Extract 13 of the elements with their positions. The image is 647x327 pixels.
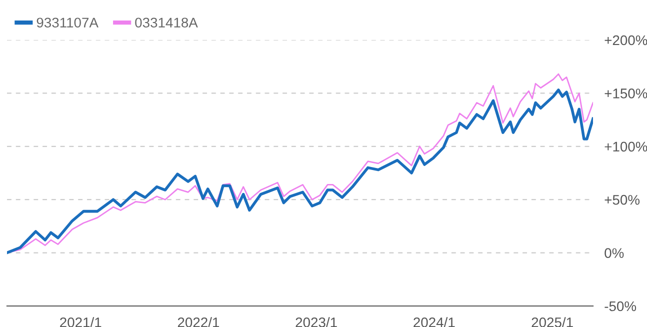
x-tick-label: 2023/1 (296, 317, 337, 327)
y-tick-label: +100% (604, 142, 647, 152)
y-tick-label: 0% (604, 248, 624, 258)
y-tick-label: -50% (604, 301, 636, 312)
legend-label: 9331107A (36, 18, 98, 28)
x-tick-label: 2021/1 (60, 317, 102, 327)
x-tick-label: 2022/1 (178, 317, 220, 327)
y-tick-label: +200% (604, 35, 647, 46)
legend-label: 0331418A (135, 18, 198, 28)
y-tick-label: +150% (604, 88, 647, 98)
x-tick-label: 2024/1 (414, 317, 455, 327)
y-tick-label: +50% (604, 194, 640, 205)
x-tick-label: 2025/1 (532, 317, 573, 327)
